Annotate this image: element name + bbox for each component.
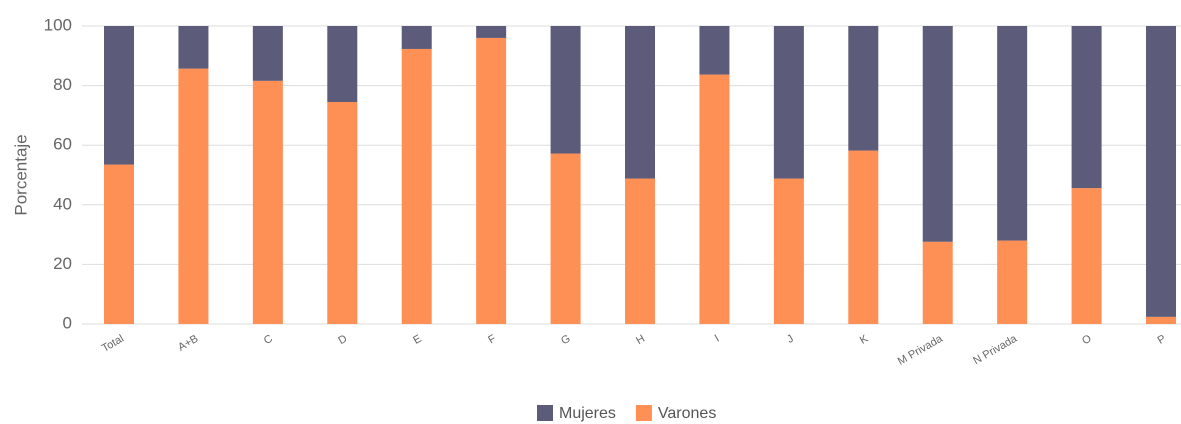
legend-swatch bbox=[537, 405, 553, 421]
x-tick-label: A+B bbox=[176, 333, 200, 354]
bar-segment bbox=[401, 26, 432, 49]
x-tick-label: P bbox=[1156, 333, 1168, 347]
bar-segment bbox=[625, 178, 656, 324]
bar-segment bbox=[104, 164, 134, 324]
legend-label: Varones bbox=[658, 405, 716, 422]
bar-segment bbox=[848, 26, 879, 151]
x-tick-label: O bbox=[1080, 333, 1094, 348]
bar-segment bbox=[699, 26, 730, 75]
x-tick-label: G bbox=[559, 333, 572, 348]
bar-segment bbox=[401, 48, 432, 325]
bar-segment bbox=[476, 37, 507, 325]
bar-segment bbox=[773, 26, 804, 179]
bar-segment bbox=[476, 26, 507, 38]
bar-segment bbox=[1071, 26, 1102, 189]
bar-segment bbox=[327, 101, 358, 325]
bar-segment bbox=[1146, 316, 1177, 324]
x-tick-label: Total bbox=[100, 333, 126, 355]
bar-segment bbox=[699, 74, 730, 324]
x-tick-label: C bbox=[262, 333, 275, 347]
x-tick-label: E bbox=[411, 333, 423, 347]
bar-segment bbox=[848, 150, 879, 324]
legend-swatch bbox=[635, 405, 652, 421]
y-axis-label: Porcentaje bbox=[11, 134, 30, 215]
bar-segment bbox=[104, 26, 134, 165]
bar-segment bbox=[1146, 26, 1177, 317]
y-tick-label: 60 bbox=[53, 135, 72, 154]
bar-segment bbox=[252, 80, 283, 324]
bar-segment bbox=[178, 68, 209, 324]
bar-segment bbox=[625, 26, 656, 179]
y-tick-label: 100 bbox=[44, 15, 72, 34]
legend-label: Mujeres bbox=[559, 405, 616, 422]
bar-segment bbox=[550, 26, 581, 154]
x-tick-label: K bbox=[858, 332, 871, 346]
x-tick-label: H bbox=[634, 333, 647, 347]
x-tick-label: J bbox=[785, 333, 796, 346]
x-tick-label: N Privada bbox=[971, 332, 1020, 367]
y-tick-label: 20 bbox=[53, 254, 72, 273]
bar-segment bbox=[997, 240, 1028, 324]
bar-segment bbox=[550, 153, 581, 324]
bar-segment bbox=[327, 26, 358, 102]
bar-segment bbox=[252, 26, 283, 81]
bar-segment bbox=[922, 241, 953, 324]
x-tick-label: D bbox=[336, 333, 349, 347]
y-tick-label: 0 bbox=[63, 313, 72, 332]
y-tick-label: 40 bbox=[53, 194, 72, 213]
y-tick-label: 80 bbox=[53, 75, 72, 94]
x-tick-label: M Privada bbox=[896, 332, 946, 368]
bar-segment bbox=[1071, 188, 1102, 324]
bar-segment bbox=[773, 178, 804, 324]
bar-segment bbox=[997, 26, 1028, 241]
x-tick-label: I bbox=[713, 333, 722, 345]
bar-segment bbox=[922, 26, 953, 242]
x-tick-label: F bbox=[486, 333, 498, 347]
bar-segment bbox=[178, 26, 209, 69]
